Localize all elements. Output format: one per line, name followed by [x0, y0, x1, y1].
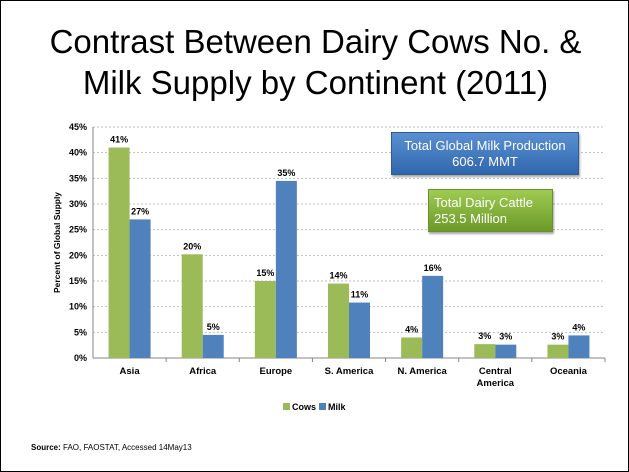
data-label: 35% [277, 168, 295, 178]
x-tick-label: N. America [398, 366, 448, 377]
bar-milk [275, 180, 297, 358]
total-cattle-value: 253.5 Million [434, 211, 507, 226]
data-label: 5% [207, 322, 220, 332]
bar-milk [422, 275, 444, 358]
x-tick-label: S. America [325, 366, 374, 377]
legend-label-milk: Milk [328, 402, 346, 412]
x-tick-label: America [477, 378, 515, 389]
bar-cows [181, 254, 203, 358]
y-tick-label: 30% [69, 199, 87, 209]
title-line-2: Milk Supply by Continent (2011) [82, 64, 549, 101]
bar-cows [254, 281, 276, 358]
bar-cows [547, 344, 569, 358]
data-label: 15% [256, 268, 274, 278]
bar-cows [108, 147, 130, 358]
bar-milk [202, 334, 224, 358]
bar-milk [349, 302, 370, 358]
y-tick-label: 40% [69, 148, 87, 158]
x-tick-label: Africa [189, 366, 217, 377]
bar-chart: 0% 5% 10% 15% 20% 25% 30% 35% 40% 45% Percent of G… [52, 122, 606, 412]
x-tick-label: Europe [259, 366, 292, 377]
y-axis-label: Percent of Global Supply [52, 192, 62, 293]
data-label: 3% [551, 332, 564, 342]
legend-swatch-cows [283, 403, 290, 410]
total-milk-value: 606.7 MMT [452, 154, 518, 169]
y-tick-label: 20% [69, 250, 87, 260]
y-tick-label: 10% [69, 302, 87, 312]
total-milk-callout: Total Global Milk Production 606.7 MMT [391, 132, 579, 175]
data-label: 3% [478, 331, 491, 341]
y-tick-label: 45% [69, 122, 87, 132]
data-label: 41% [110, 135, 128, 145]
total-milk-label: Total Global Milk Production [404, 138, 566, 153]
total-cattle-label: Total Dairy Cattle [434, 195, 533, 210]
title-line-1: Contrast Between Dairy Cows No. & [49, 23, 582, 60]
legend-swatch-milk [319, 403, 326, 410]
source-note: Source: FAO, FAOSTAT, Accessed 14May13 [31, 443, 192, 452]
bar-cows [401, 337, 423, 358]
data-label: 27% [131, 206, 149, 216]
data-label: 3% [499, 332, 512, 342]
data-label: 4% [572, 322, 585, 332]
bar-cows [474, 344, 496, 358]
y-tick-label: 35% [69, 173, 87, 183]
total-cattle-callout: Total Dairy Cattle 253.5 Million [428, 189, 553, 232]
x-tick-label: Oceania [550, 366, 588, 377]
data-label: 11% [351, 290, 369, 300]
y-tick-label: 5% [74, 327, 87, 337]
y-tick-label: 15% [69, 276, 87, 286]
data-label: 14% [329, 271, 347, 281]
bar-milk [129, 219, 151, 358]
bar-milk [495, 344, 517, 358]
bar-cows [328, 283, 349, 358]
x-tick-label: Central [479, 366, 512, 377]
legend-label-cows: Cows [292, 402, 316, 412]
chart-title: Contrast Between Dairy Cows No. & Milk S… [21, 21, 610, 103]
data-label: 16% [424, 263, 442, 273]
source-text: FAO, FAOSTAT, Accessed 14May13 [60, 443, 192, 452]
source-label: Source: [31, 443, 61, 452]
data-label: 20% [183, 241, 201, 251]
bar-milk [568, 335, 590, 358]
x-tick-label: Asia [120, 366, 141, 377]
y-tick-label: 0% [74, 353, 87, 363]
data-label: 4% [405, 324, 418, 334]
y-tick-label: 25% [69, 225, 87, 235]
